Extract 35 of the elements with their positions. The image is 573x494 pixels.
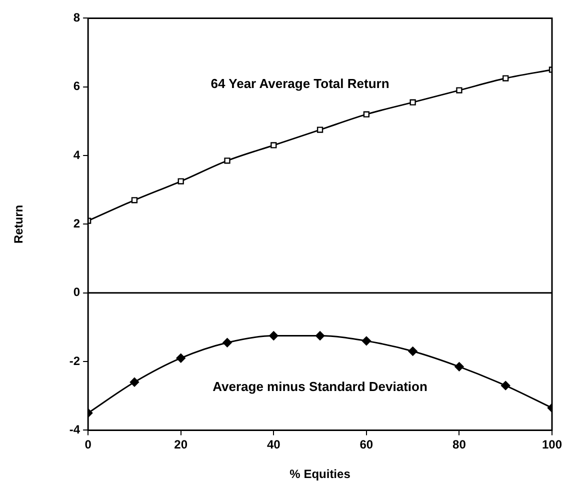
point — [270, 142, 277, 148]
y-tick-label: 8 — [73, 10, 80, 25]
y-tick-label: -4 — [69, 422, 80, 437]
x-tick-label: 20 — [174, 438, 188, 452]
x-axis-title: % Equities — [290, 467, 351, 482]
x-tick-label: 100 — [542, 438, 562, 452]
point — [362, 336, 372, 346]
point — [131, 197, 138, 204]
point — [408, 346, 418, 356]
point — [224, 158, 230, 164]
y-tick-label: -2 — [69, 354, 80, 368]
point — [178, 178, 184, 184]
series-label: Average minus Standard Deviation — [212, 378, 428, 394]
point — [410, 99, 416, 106]
x-tick-label: 40 — [266, 438, 281, 452]
point — [315, 331, 325, 340]
point — [316, 126, 324, 133]
point — [363, 111, 370, 118]
point — [222, 338, 232, 348]
x-tick-label: 80 — [452, 438, 466, 452]
y-tick-label: 0 — [73, 285, 80, 300]
point — [502, 75, 509, 82]
y-tick-label: 4 — [73, 148, 80, 162]
point — [501, 380, 510, 390]
point — [130, 378, 140, 387]
point — [269, 331, 278, 340]
y-tick-label: 6 — [73, 79, 80, 94]
point — [454, 362, 464, 372]
point — [456, 87, 462, 94]
point — [176, 354, 186, 363]
series-label: 64 Year Average Total Return — [210, 76, 390, 91]
y-axis-title: Return — [12, 204, 26, 244]
x-tick-label: 60 — [360, 438, 374, 452]
x-tick-label: 0 — [84, 438, 92, 452]
y-tick-label: 2 — [73, 216, 80, 231]
